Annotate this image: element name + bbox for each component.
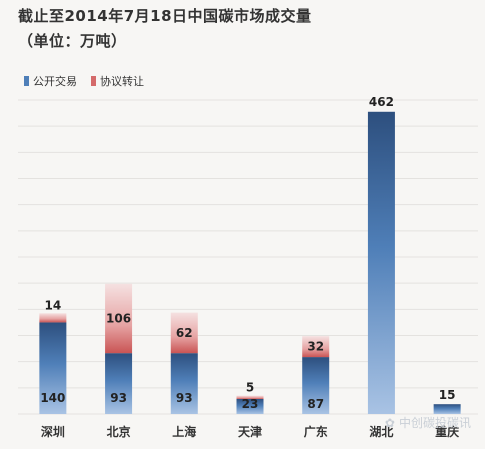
data-label-agreement-0: 14 — [45, 298, 62, 312]
data-label-public-3: 23 — [242, 397, 259, 411]
legend-label-agreement: 协议转让 — [100, 75, 144, 88]
data-label-agreement-3: 5 — [246, 381, 254, 395]
bar-public-1 — [105, 353, 133, 414]
wechat-icon: ✿ — [384, 415, 395, 430]
data-label-public-1: 93 — [110, 391, 127, 405]
chart-title: 截止至2014年7月18日中国碳市场成交量 — [18, 7, 312, 25]
bar-agreement-1 — [105, 283, 133, 354]
x-tick-label-2: 上海 — [172, 424, 196, 439]
x-tick-label-1: 北京 — [107, 424, 131, 439]
data-label-public-4: 87 — [307, 397, 324, 411]
legend-label-public: 公开交易 — [33, 75, 77, 88]
legend-swatch-public — [24, 76, 29, 86]
watermark: ✿ 中创碳投碳讯 — [385, 414, 471, 431]
bar-agreement-3 — [236, 395, 264, 399]
legend: 公开交易 协议转让 — [24, 73, 144, 89]
bar-public-3 — [236, 398, 264, 414]
data-label-agreement-2: 62 — [176, 326, 193, 340]
x-tick-label-4: 广东 — [304, 424, 328, 439]
x-tick-label-5: 湖北 — [369, 424, 393, 439]
bar-public-4 — [302, 357, 330, 414]
x-tick-label-6: 重庆 — [435, 424, 459, 439]
bar-agreement-0 — [39, 313, 67, 323]
legend-item-agreement: 协议转让 — [91, 73, 144, 89]
chart-subtitle: （单位：万吨） — [18, 32, 127, 50]
bar-agreement-2 — [170, 312, 198, 354]
bar-public-6 — [433, 404, 461, 414]
data-label-agreement-4: 32 — [307, 340, 324, 354]
x-tick-label-3: 天津 — [238, 424, 262, 439]
x-tick-label-0: 深圳 — [41, 424, 65, 439]
watermark-text: 中创碳投碳讯 — [398, 416, 471, 430]
legend-item-public: 公开交易 — [24, 73, 77, 89]
bar-public-2 — [170, 353, 198, 414]
data-label-public-0: 140 — [40, 391, 65, 405]
bar-agreement-4 — [302, 336, 330, 358]
bar-public-0 — [39, 322, 67, 414]
data-label-agreement-1: 106 — [106, 311, 131, 325]
bar-public-5 — [367, 111, 395, 415]
data-label-public-6: 15 — [439, 388, 456, 402]
data-label-public-2: 93 — [176, 391, 193, 405]
legend-swatch-agreement — [91, 76, 96, 86]
data-label-public-5: 462 — [369, 95, 394, 109]
